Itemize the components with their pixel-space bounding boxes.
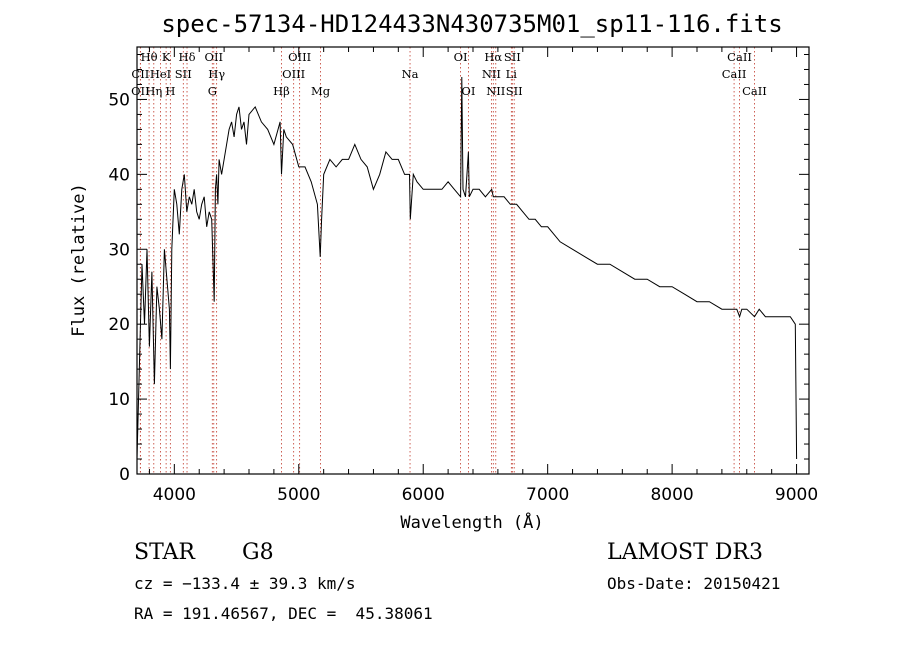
x-tick-label: 5000 xyxy=(277,485,320,505)
coordinates: RA = 191.46567, DEC = 45.38061 xyxy=(134,604,433,623)
survey-name: LAMOST DR3 xyxy=(607,540,763,565)
spectral-line-label: Li xyxy=(506,67,518,81)
spectral-line-label: Na xyxy=(402,67,419,81)
spectral-line-label: CaII xyxy=(727,50,752,64)
x-tick-label: 7000 xyxy=(526,485,569,505)
x-tick-label: 9000 xyxy=(775,485,818,505)
y-axis-label: Flux (relative) xyxy=(69,183,89,337)
x-axis-ticks: 4000 5000 6000 7000 8000 9000 xyxy=(148,47,818,505)
spectral-line-label: Hη xyxy=(145,84,162,98)
spectral-line-label: OI xyxy=(454,50,468,64)
spectral-line-label: CII xyxy=(131,67,149,81)
spectral-line-label: Hα xyxy=(484,50,502,64)
object-class: STAR xyxy=(134,540,195,565)
spectral-line-label: Mg xyxy=(311,84,331,98)
spectral-line-label: SII xyxy=(175,67,192,81)
spectrum-series-line xyxy=(136,76,798,460)
spectral-line-label: SII xyxy=(506,84,523,98)
object-subclass: G8 xyxy=(242,540,274,565)
spectral-line-label: Hγ xyxy=(208,67,225,81)
y-tick-label: 10 xyxy=(108,390,130,410)
chart-title: spec-57134-HD124433N430735M01_sp11-116.f… xyxy=(161,10,782,38)
spectral-line-label: Hδ xyxy=(179,50,196,64)
spectral-line-label: OIII xyxy=(288,50,311,64)
spectral-line-label: NII xyxy=(486,84,505,98)
x-tick-label: 6000 xyxy=(402,485,445,505)
x-tick-label: 4000 xyxy=(153,485,196,505)
redshift-info: cz = −133.4 ± 39.3 km/s xyxy=(134,574,356,593)
spectral-line-label: OI xyxy=(461,84,475,98)
spectral-line-label: CaII xyxy=(742,84,767,98)
spectral-line-label: SII xyxy=(504,50,521,64)
spectral-line-label: H xyxy=(165,84,175,98)
spectral-line-label: Hθ xyxy=(141,50,158,64)
spectral-line-label: OIII xyxy=(282,67,305,81)
y-tick-label: 40 xyxy=(108,165,130,185)
spectral-line-label: Hβ xyxy=(273,84,290,98)
obs-date: Obs-Date: 20150421 xyxy=(607,574,781,593)
y-tick-label: 0 xyxy=(119,465,130,485)
x-axis-label: Wavelength (Å) xyxy=(400,511,543,533)
y-tick-label: 20 xyxy=(108,315,130,335)
x-tick-label: 8000 xyxy=(650,485,693,505)
spectral-line-label: CaII xyxy=(722,67,747,81)
y-tick-label: 30 xyxy=(108,240,130,260)
spectral-line-label: NII xyxy=(482,67,501,81)
spectral-line-label: HeI xyxy=(150,67,171,81)
spectral-line-label: OII xyxy=(131,84,150,98)
spectral-line-markers xyxy=(139,47,755,474)
y-tick-label: 50 xyxy=(108,90,130,110)
spectral-line-label: OII xyxy=(205,50,224,64)
spectral-line-label: G xyxy=(208,84,217,98)
spectral-line-label: K xyxy=(162,50,171,64)
y-axis-ticks: 0 10 20 30 40 50 xyxy=(108,53,809,485)
